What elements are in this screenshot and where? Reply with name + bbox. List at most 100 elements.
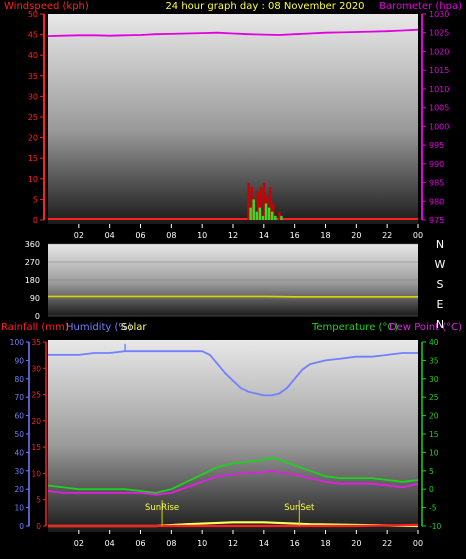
rainfall-tick-label: 10 [31,469,41,478]
temperature-tick-label: 35 [429,356,439,365]
x-tick-label: 08 [166,231,176,240]
x-tick-label: 16 [290,231,300,240]
barometer-tick-label: 990 [429,160,444,169]
humidity-tick-label: 10 [14,504,24,513]
x-tick-label: 06 [135,231,145,240]
direction-tick-label: 270 [25,258,40,267]
rainfall-tick-label: 15 [31,443,41,452]
humidity-tick-label: 90 [14,356,24,365]
x-tick-label: 10 [197,539,207,548]
rainfall-tick-label: 0 [36,522,41,531]
windspeed-bar [253,199,255,220]
windspeed-tick-label: 10 [28,175,38,184]
x-tick-label: 18 [320,539,330,548]
x-tick-label: 20 [351,231,361,240]
plot-area-temp-humidity [48,340,418,532]
barometer-tick-label: 1010 [429,85,449,94]
temperature-tick-label: 0 [429,485,434,494]
windspeed-bar [268,208,270,220]
rainfall-tick-label: 5 [36,496,41,505]
x-tick-label: 12 [228,231,238,240]
windspeed-tick-label: 35 [28,72,38,81]
compass-label: W [435,258,446,271]
windspeed-bar [249,208,251,220]
barometer-tick-label: 975 [429,216,444,225]
windspeed-bar [256,212,258,220]
compass-label: S [437,278,444,291]
barometer-tick-label: 1025 [429,29,449,38]
humidity-tick-label: 20 [14,485,24,494]
direction-tick-label: 360 [25,240,40,249]
barometer-tick-label: 1000 [429,122,449,131]
barometer-tick-label: 985 [429,179,444,188]
humidity-tick-label: 40 [14,448,24,457]
windspeed-bar [259,208,261,220]
x-tick-label: 04 [105,539,115,548]
barometer-tick-label: 980 [429,197,444,206]
solar-legend: Solar [121,322,147,333]
windspeed-tick-label: 45 [28,31,38,40]
x-tick-label: 00 [413,231,423,240]
temperature-tick-label: 10 [429,448,439,457]
windspeed-tick-label: 25 [28,113,38,122]
windspeed-tick-label: 30 [28,92,38,101]
compass-label: N [436,318,444,331]
x-tick-label: 08 [166,539,176,548]
chart-title: 24 hour graph day : 08 November 2020 [165,1,364,12]
direction-tick-label: 90 [30,294,40,303]
temperature-axis-title: Temperature (°C) [311,322,398,333]
humidity-tick-label: 70 [14,393,24,402]
barometer-tick-label: 1030 [429,10,449,19]
x-tick-label: 20 [351,539,361,548]
x-tick-label: 06 [135,539,145,548]
direction-tick-label: 180 [25,276,40,285]
windspeed-bar [271,212,273,220]
windspeed-bar [274,216,276,220]
sunrise-label: SunRise [145,503,179,513]
barometer-tick-label: 1005 [429,104,449,113]
x-tick-label: 10 [197,231,207,240]
plot-area-wind-baro [48,14,418,224]
windspeed-bar [265,204,267,220]
x-tick-label: 22 [382,539,392,548]
humidity-tick-label: 80 [14,375,24,384]
barometer-axis-title: Barometer (hpa) [379,1,462,12]
x-tick-label: 12 [228,539,238,548]
x-tick-label: 04 [105,231,115,240]
barometer-tick-label: 1015 [429,66,449,75]
dewpoint-axis-title: Dew Point (°C) [389,322,462,333]
windspeed-tick-label: 50 [28,10,38,19]
rainfall-tick-label: 35 [31,338,41,347]
rainfall-axis-title: Rainfall (mm) [1,322,69,333]
x-tick-label: 00 [413,539,423,548]
windspeed-tick-label: 20 [28,134,38,143]
temperature-tick-label: -5 [429,504,437,513]
x-tick-label: 16 [290,539,300,548]
windspeed-bar [262,216,264,220]
compass-label: N [436,238,444,251]
x-tick-label: 14 [259,231,269,240]
temperature-tick-label: 40 [429,338,439,347]
rainfall-tick-label: 20 [31,417,41,426]
windspeed-axis-title: Windspeed (kph) [4,1,89,12]
humidity-tick-label: 60 [14,412,24,421]
humidity-tick-label: 0 [19,522,24,531]
direction-tick-label: 0 [35,312,40,321]
compass-label: E [437,298,444,311]
temperature-tick-label: 20 [429,412,439,421]
windspeed-tick-label: 15 [28,154,38,163]
x-tick-label: 22 [382,231,392,240]
temperature-tick-label: 15 [429,430,439,439]
sunset-label: SunSet [284,503,315,513]
temperature-tick-label: 5 [429,467,434,476]
x-tick-label: 02 [74,539,84,548]
temperature-tick-label: 25 [429,393,439,402]
windspeed-tick-label: 5 [33,195,38,204]
windspeed-tick-label: 40 [28,51,38,60]
rainfall-line [48,525,418,526]
x-tick-label: 18 [320,231,330,240]
x-tick-label: 14 [259,539,269,548]
x-tick-label: 02 [74,231,84,240]
